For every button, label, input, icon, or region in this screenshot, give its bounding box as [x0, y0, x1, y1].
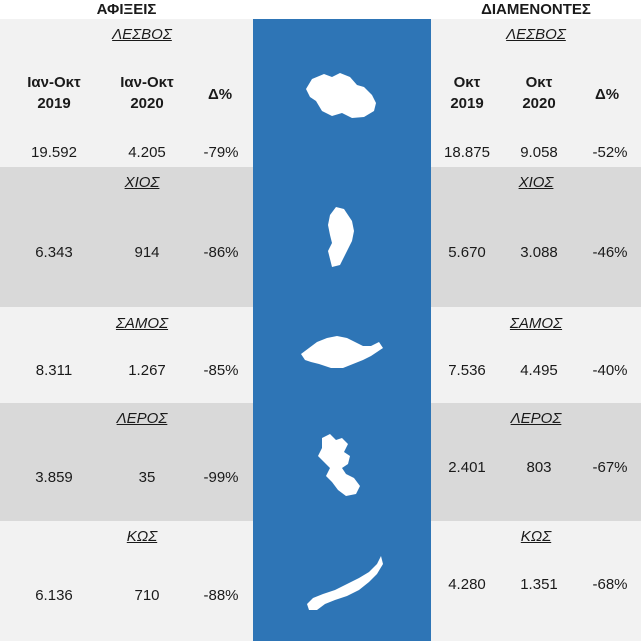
residents-2020: 9.058 — [520, 144, 558, 161]
residents-2019: 4.280 — [448, 576, 486, 593]
island-name-right: ΛΕΣΒΟΣ — [506, 26, 566, 43]
arrivals-2020: 914 — [134, 244, 160, 261]
residents-header-2019: Οκτ 2019 — [450, 74, 484, 112]
arrivals-2019: 19.592 — [31, 144, 77, 161]
residents-2020: 1.351 — [520, 576, 558, 593]
island-name-left: ΣΑΜΟΣ — [115, 315, 169, 332]
arrivals-2019: 6.343 — [35, 244, 73, 261]
arrivals-header-2020: Ιαν-Οκτ 2020 — [120, 74, 174, 112]
residents-2019: 18.875 — [444, 144, 490, 161]
island-name-left: ΛΕΣΒΟΣ — [112, 26, 172, 43]
residents-header-2020: Οκτ 2020 — [522, 74, 556, 112]
arrivals-2019: 6.136 — [35, 587, 73, 604]
island-name-left: ΚΩΣ — [126, 528, 158, 545]
island-name-right: ΚΩΣ — [520, 528, 552, 545]
island-name-left: ΛΕΡΟΣ — [116, 410, 168, 427]
residents-2019: 5.670 — [448, 244, 486, 261]
arrivals-2019: 8.311 — [35, 362, 73, 379]
arrivals-delta: -79% — [203, 144, 239, 161]
arrivals-2020: 4.205 — [128, 144, 166, 161]
residents-2020: 3.088 — [520, 244, 558, 261]
arrivals-2019: 3.859 — [35, 469, 73, 486]
map-strip — [253, 19, 431, 641]
island-name-right: ΧΙΟΣ — [518, 174, 554, 191]
arrivals-delta: -86% — [203, 244, 239, 261]
lesvos-island-icon — [253, 71, 431, 126]
residents-header-delta: Δ% — [594, 86, 620, 103]
residents-delta: -68% — [592, 576, 628, 593]
arrivals-delta: -99% — [203, 469, 239, 486]
residents-delta: -46% — [592, 244, 628, 261]
arrivals-header-delta: Δ% — [207, 86, 233, 103]
arrivals-delta: -88% — [203, 587, 239, 604]
residents-2019: 2.401 — [448, 459, 486, 476]
island-name-right: ΛΕΡΟΣ — [510, 410, 562, 427]
samos-island-icon — [253, 332, 431, 372]
arrivals-header-2019: Ιαν-Οκτ 2019 — [27, 74, 81, 112]
arrivals-2020: 1.267 — [128, 362, 166, 379]
residents-delta: -52% — [592, 144, 628, 161]
residents-title: ΔΙΑΜΕΝΟΝΤΕΣ — [481, 1, 591, 18]
residents-2020: 803 — [526, 459, 552, 476]
arrivals-2020: 35 — [138, 469, 156, 486]
chios-island-icon — [253, 205, 431, 270]
leros-island-icon — [253, 432, 431, 502]
island-name-left: ΧΙΟΣ — [124, 174, 160, 191]
residents-2019: 7.536 — [448, 362, 486, 379]
arrivals-title: ΑΦΙΞΕΙΣ — [96, 1, 157, 18]
residents-delta: -67% — [592, 459, 628, 476]
kos-island-icon — [253, 554, 431, 614]
island-name-right: ΣΑΜΟΣ — [509, 315, 563, 332]
residents-2020: 4.495 — [520, 362, 558, 379]
arrivals-delta: -85% — [203, 362, 239, 379]
arrivals-2020: 710 — [134, 587, 160, 604]
residents-delta: -40% — [592, 362, 628, 379]
